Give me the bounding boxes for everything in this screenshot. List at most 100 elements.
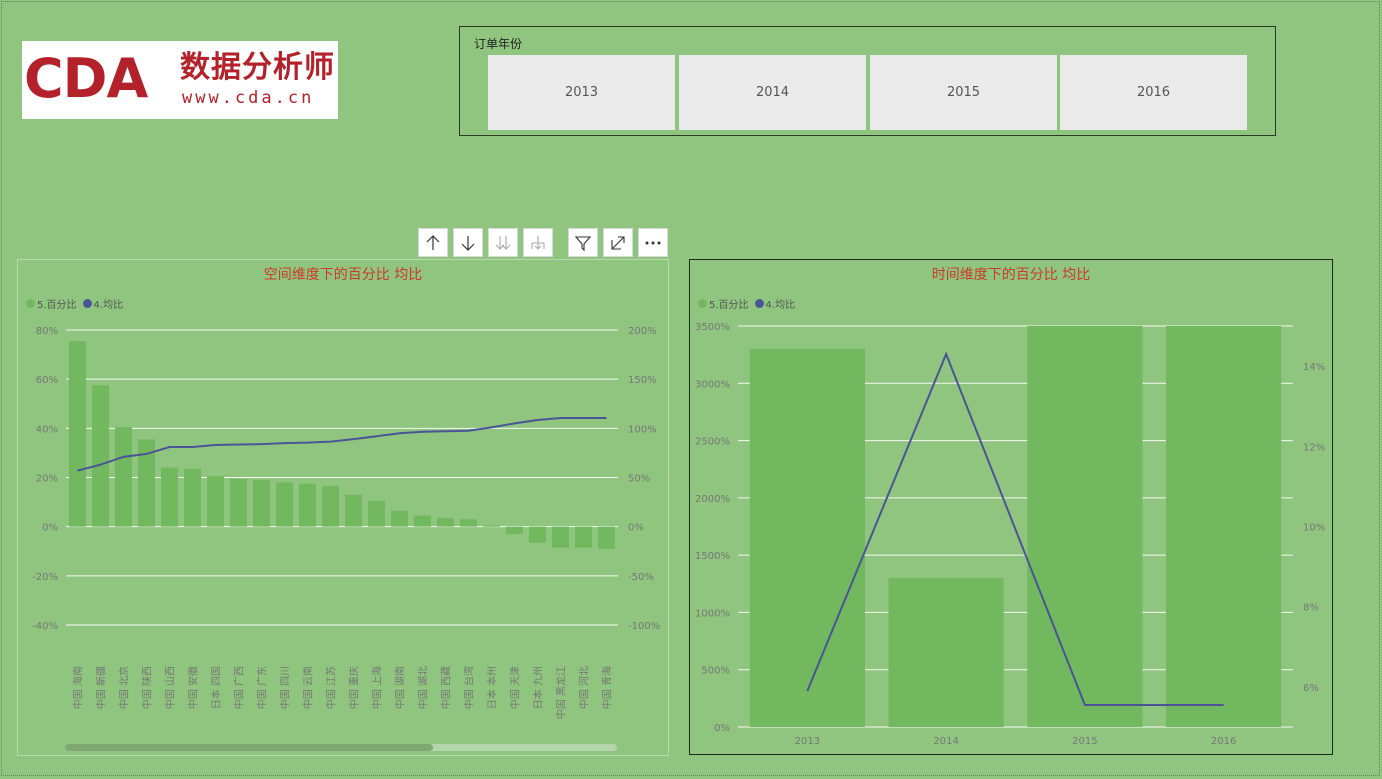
bar (229, 478, 248, 527)
y-axis-left-tick-label: 60% (36, 375, 58, 386)
more-options-button[interactable] (638, 228, 668, 257)
legend-dot-icon (698, 299, 707, 308)
y-axis-left-tick-label: 500% (701, 666, 730, 677)
y-axis-right-tick-label: 50% (628, 474, 650, 485)
slicer-option-2016[interactable]: 2016 (1060, 55, 1247, 130)
legend-item-ratio[interactable]: 4.均比 (82, 296, 123, 311)
legend-item-percent[interactable]: 5.百分比 (26, 296, 77, 311)
bar (68, 341, 87, 527)
cda-logo: CDA 数据分析师 www.cda.cn (22, 41, 338, 119)
bar (91, 385, 110, 527)
bar (459, 519, 478, 527)
y-axis-left-tick-label: 2000% (695, 494, 730, 505)
bar (321, 486, 340, 527)
scrollbar-thumb[interactable] (65, 744, 433, 751)
bar (597, 526, 616, 549)
x-axis-tick-label: 2013 (795, 736, 820, 747)
ratio-series-line (77, 417, 607, 472)
x-axis-tick-label: 中国 湖北 (417, 666, 430, 709)
legend-label: 5.百分比 (709, 300, 749, 311)
x-axis-tick-label: 中国 云南 (302, 666, 315, 709)
more-options-icon (645, 241, 661, 244)
x-axis-tick-label: 中国 上海 (371, 666, 384, 709)
legend-dot-icon (754, 299, 764, 308)
y-axis-left-tick-label: 2500% (695, 437, 730, 448)
bar (344, 494, 363, 527)
y-axis-right-tick-label: 12% (1303, 442, 1325, 453)
focus-mode-button[interactable] (603, 228, 633, 257)
x-axis-tick-label: 日本 本州 (486, 666, 499, 709)
y-axis-left-tick-label: 80% (36, 326, 58, 337)
legend-label: 4.均比 (765, 300, 796, 311)
x-axis-tick-label: 2014 (933, 736, 958, 747)
bar (137, 439, 156, 527)
expand-all-button[interactable] (488, 228, 518, 257)
x-axis-tick-label: 中国 重庆 (348, 666, 361, 709)
drill-down-button[interactable] (523, 228, 553, 257)
x-axis-tick-label: 中国 江苏 (325, 666, 338, 709)
spatial-chart-panel[interactable]: 空间维度下的百分比 均比 5.百分比 4.均比 80% 60% 40% 20% 0% -2… (17, 259, 669, 756)
x-axis-tick-label: 中国 安徽 (187, 666, 200, 709)
legend-item-percent[interactable]: 5.百分比 (698, 296, 749, 311)
drill-down-icon (531, 235, 545, 250)
sort-desc-icon (461, 235, 475, 251)
slicer-option-2015[interactable]: 2015 (870, 55, 1057, 130)
legend-item-ratio[interactable]: 4.均比 (754, 296, 796, 311)
chart-title: 时间维度下的百分比 均比 (931, 267, 1091, 283)
bar (574, 526, 593, 548)
bar (252, 479, 271, 527)
legend-label: 5.百分比 (37, 300, 77, 311)
sort-asc-button[interactable] (418, 228, 448, 257)
legend-dot-icon (82, 299, 92, 308)
x-axis-tick-label: 日本 九州 (532, 666, 545, 709)
bar (390, 510, 409, 527)
x-axis-tick-label: 2016 (1211, 736, 1236, 747)
x-axis-tick-label: 中国 广西 (233, 666, 246, 709)
bar (1027, 326, 1143, 727)
y-axis-left-tick-label: 20% (36, 474, 58, 485)
x-axis-tick-label: 中国 四川 (279, 666, 292, 709)
x-axis-tick-label: 中国 广东 (256, 666, 269, 709)
bar (482, 525, 501, 527)
y-axis-left-tick-label: -40% (32, 621, 58, 632)
y-axis-left-tick-label: 3500% (695, 322, 730, 333)
y-axis-left-tick-label: 1500% (695, 551, 730, 562)
filter-button[interactable] (568, 228, 598, 257)
y-axis-left-tick-label: 40% (36, 424, 58, 435)
temporal-chart-plot: 3500% 3000% 2500% 2000% 1500% 1000% 500% 0% 14% 1… (695, 322, 1325, 747)
bar (888, 578, 1004, 727)
bar (298, 483, 317, 527)
x-axis-tick-label: 中国 山西 (164, 666, 177, 709)
legend-dot-icon (26, 299, 35, 308)
bar (505, 526, 524, 535)
bar (183, 468, 202, 527)
bar (367, 500, 386, 527)
chart-legend: 5.百分比 4.均比 (26, 296, 123, 311)
bar (275, 482, 294, 527)
temporal-chart-panel[interactable]: 时间维度下的百分比 均比 5.百分比 4.均比 3500% 3000% 2500% 2… (689, 259, 1333, 755)
y-axis-right-tick-label: -50% (628, 572, 654, 583)
chart-title: 空间维度下的百分比 均比 (263, 267, 423, 283)
horizontal-scrollbar[interactable] (65, 744, 617, 751)
x-axis-tick-label: 中国 天津 (509, 666, 522, 709)
y-axis-right-tick-label: -100% (628, 621, 660, 632)
x-axis-tick-label: 中国 河北 (578, 666, 591, 709)
filter-icon (574, 235, 592, 251)
y-axis-right-tick-label: 200% (628, 326, 657, 337)
x-axis-tick-label: 中国 台湾 (463, 666, 476, 709)
sort-desc-button[interactable] (453, 228, 483, 257)
slicer-option-2013[interactable]: 2013 (488, 55, 675, 130)
logo-url: www.cda.cn (182, 88, 315, 108)
y-axis-left-tick-label: 0% (42, 523, 58, 534)
expand-all-icon (495, 235, 511, 250)
year-slicer: 订单年份 2013 2014 2015 2016 (459, 26, 1276, 136)
bar (114, 427, 133, 527)
spatial-chart-plot: 80% 60% 40% 20% 0% -20% -40% 200% 150% 100% 50% 0% -… (32, 326, 660, 719)
x-axis-tick-label: 中国 黑龙江 (555, 666, 568, 719)
bar (551, 526, 570, 548)
bar (413, 515, 432, 527)
bar (528, 526, 547, 543)
logo-chinese-name: 数据分析师 (180, 50, 335, 85)
focus-mode-icon (611, 235, 625, 250)
slicer-option-2014[interactable]: 2014 (679, 55, 866, 130)
